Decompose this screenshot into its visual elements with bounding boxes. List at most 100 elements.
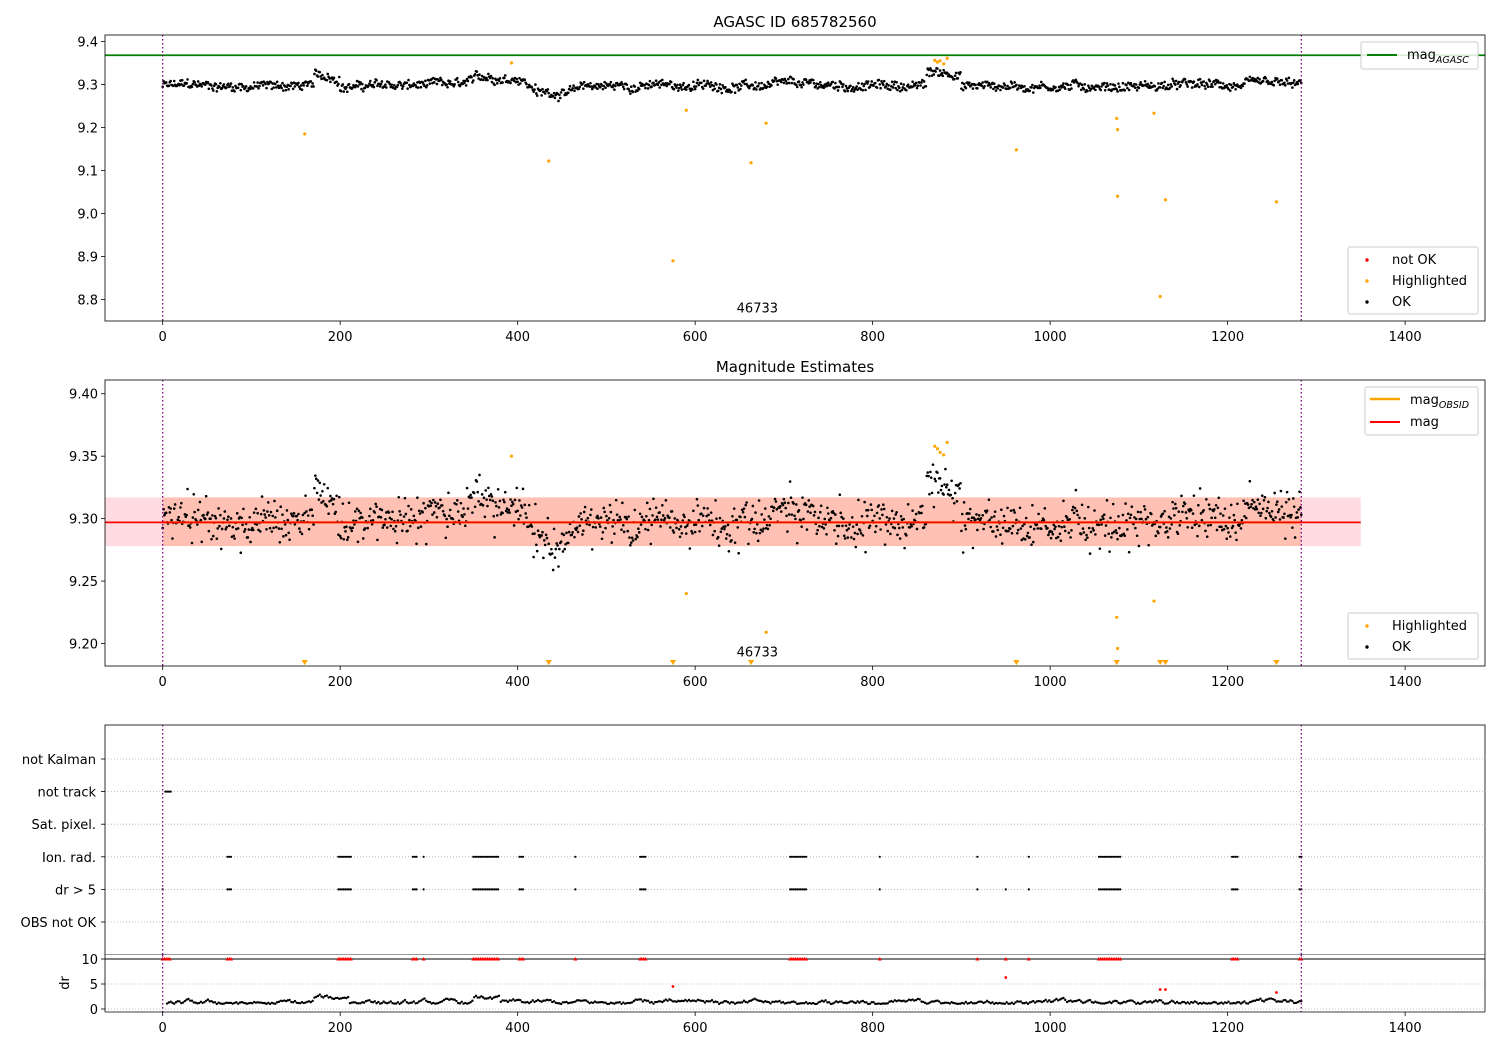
- ok-point: [979, 517, 983, 520]
- ok-point: [1137, 86, 1141, 90]
- ok-point: [769, 517, 772, 521]
- ok-point: [596, 87, 599, 91]
- ok-point: [398, 509, 401, 513]
- ok-point: [934, 479, 937, 483]
- ok-point: [1178, 524, 1182, 527]
- ok-point: [755, 88, 758, 91]
- ok-point: [1263, 495, 1267, 499]
- dr-point: [599, 1001, 602, 1004]
- ok-point: [628, 536, 631, 539]
- dr-point: [197, 1001, 201, 1005]
- clipped-dr-marker: [348, 957, 353, 961]
- dr-point: [224, 1001, 227, 1005]
- dr-point: [503, 999, 506, 1002]
- ok-point: [542, 556, 545, 560]
- ok-point: [763, 507, 767, 510]
- ok-point: [1295, 511, 1299, 514]
- ok-point: [464, 524, 467, 528]
- ok-point: [677, 527, 681, 531]
- ok-point: [591, 525, 595, 529]
- dr-point: [174, 1001, 178, 1004]
- dr-point: [219, 1002, 222, 1005]
- dr-point: [272, 1002, 275, 1005]
- ok-point: [681, 83, 685, 87]
- dr-point: [1241, 1001, 1244, 1004]
- ok-point: [732, 507, 736, 510]
- ok-point: [266, 80, 269, 84]
- dr-point: [1017, 1000, 1021, 1003]
- ok-point: [359, 81, 362, 84]
- ok-point: [217, 507, 220, 510]
- ok-point: [867, 526, 871, 530]
- dr-point: [1156, 1000, 1159, 1003]
- ok-point: [406, 529, 409, 533]
- ok-point: [516, 509, 519, 513]
- ok-point: [985, 509, 989, 513]
- dr-point: [680, 999, 684, 1003]
- ok-point: [1020, 538, 1024, 542]
- ok-point: [1290, 513, 1293, 517]
- ok-point: [870, 80, 874, 83]
- ok-point: [213, 514, 217, 518]
- ok-point: [877, 504, 881, 507]
- dr-point: [1174, 1001, 1177, 1005]
- ok-point: [1231, 85, 1235, 89]
- dr-point: [501, 999, 504, 1002]
- ok-point: [951, 76, 954, 79]
- ok-point: [960, 87, 963, 90]
- ok-point: [534, 83, 537, 86]
- ok-point: [188, 526, 192, 529]
- ok-point: [424, 79, 427, 83]
- ok-point: [956, 77, 960, 80]
- flag-point: [1112, 888, 1115, 891]
- flag-point: [1236, 855, 1239, 858]
- ok-point: [464, 84, 468, 87]
- dr-point: [1207, 1002, 1211, 1005]
- flag-point: [1110, 855, 1113, 858]
- ok-point: [1006, 506, 1009, 510]
- dr-point: [1154, 999, 1157, 1002]
- ok-point: [809, 511, 812, 515]
- ok-point: [1078, 516, 1081, 520]
- ok-point: [758, 531, 762, 535]
- ok-point: [191, 82, 195, 86]
- dr-point: [685, 1000, 689, 1003]
- ok-point: [694, 523, 698, 526]
- ok-point: [255, 523, 259, 526]
- ok-point: [561, 550, 565, 553]
- flag-point: [495, 888, 498, 891]
- ok-point: [1297, 508, 1300, 511]
- flag-point: [790, 888, 793, 891]
- ok-point: [737, 551, 740, 555]
- ok-point: [1046, 86, 1049, 90]
- ok-point: [1105, 82, 1109, 85]
- ok-point: [1204, 87, 1207, 90]
- ok-point: [573, 89, 576, 93]
- dr-point: [196, 1002, 199, 1005]
- plot-area: 0 200 400 600 800 1000 1200 14009.209.259.309.3…: [69, 379, 1486, 690]
- ok-point: [1007, 529, 1010, 533]
- highlighted-point: [749, 161, 753, 165]
- ok-point: [482, 496, 486, 500]
- ok-point: [606, 519, 609, 522]
- dr-point: [1088, 998, 1092, 1002]
- flag-point: [226, 888, 229, 891]
- ok-point: [875, 511, 879, 515]
- ok-point: [1068, 88, 1071, 92]
- dr-point: [1225, 1001, 1228, 1005]
- ok-point: [895, 511, 898, 514]
- dr-point: [1113, 999, 1117, 1003]
- ok-point: [523, 78, 527, 82]
- ok-point: [1016, 531, 1019, 535]
- ok-point: [1206, 85, 1210, 89]
- ok-point: [834, 513, 837, 516]
- ok-point: [1213, 79, 1216, 83]
- ok-point: [696, 78, 700, 82]
- ok-point: [996, 87, 1000, 90]
- ok-point: [1292, 81, 1295, 84]
- dr-point: [355, 1002, 359, 1005]
- ok-point: [963, 524, 967, 527]
- x-tick-label: 0: [159, 330, 167, 345]
- dr-point: [354, 1001, 357, 1004]
- dr-point: [822, 1000, 826, 1003]
